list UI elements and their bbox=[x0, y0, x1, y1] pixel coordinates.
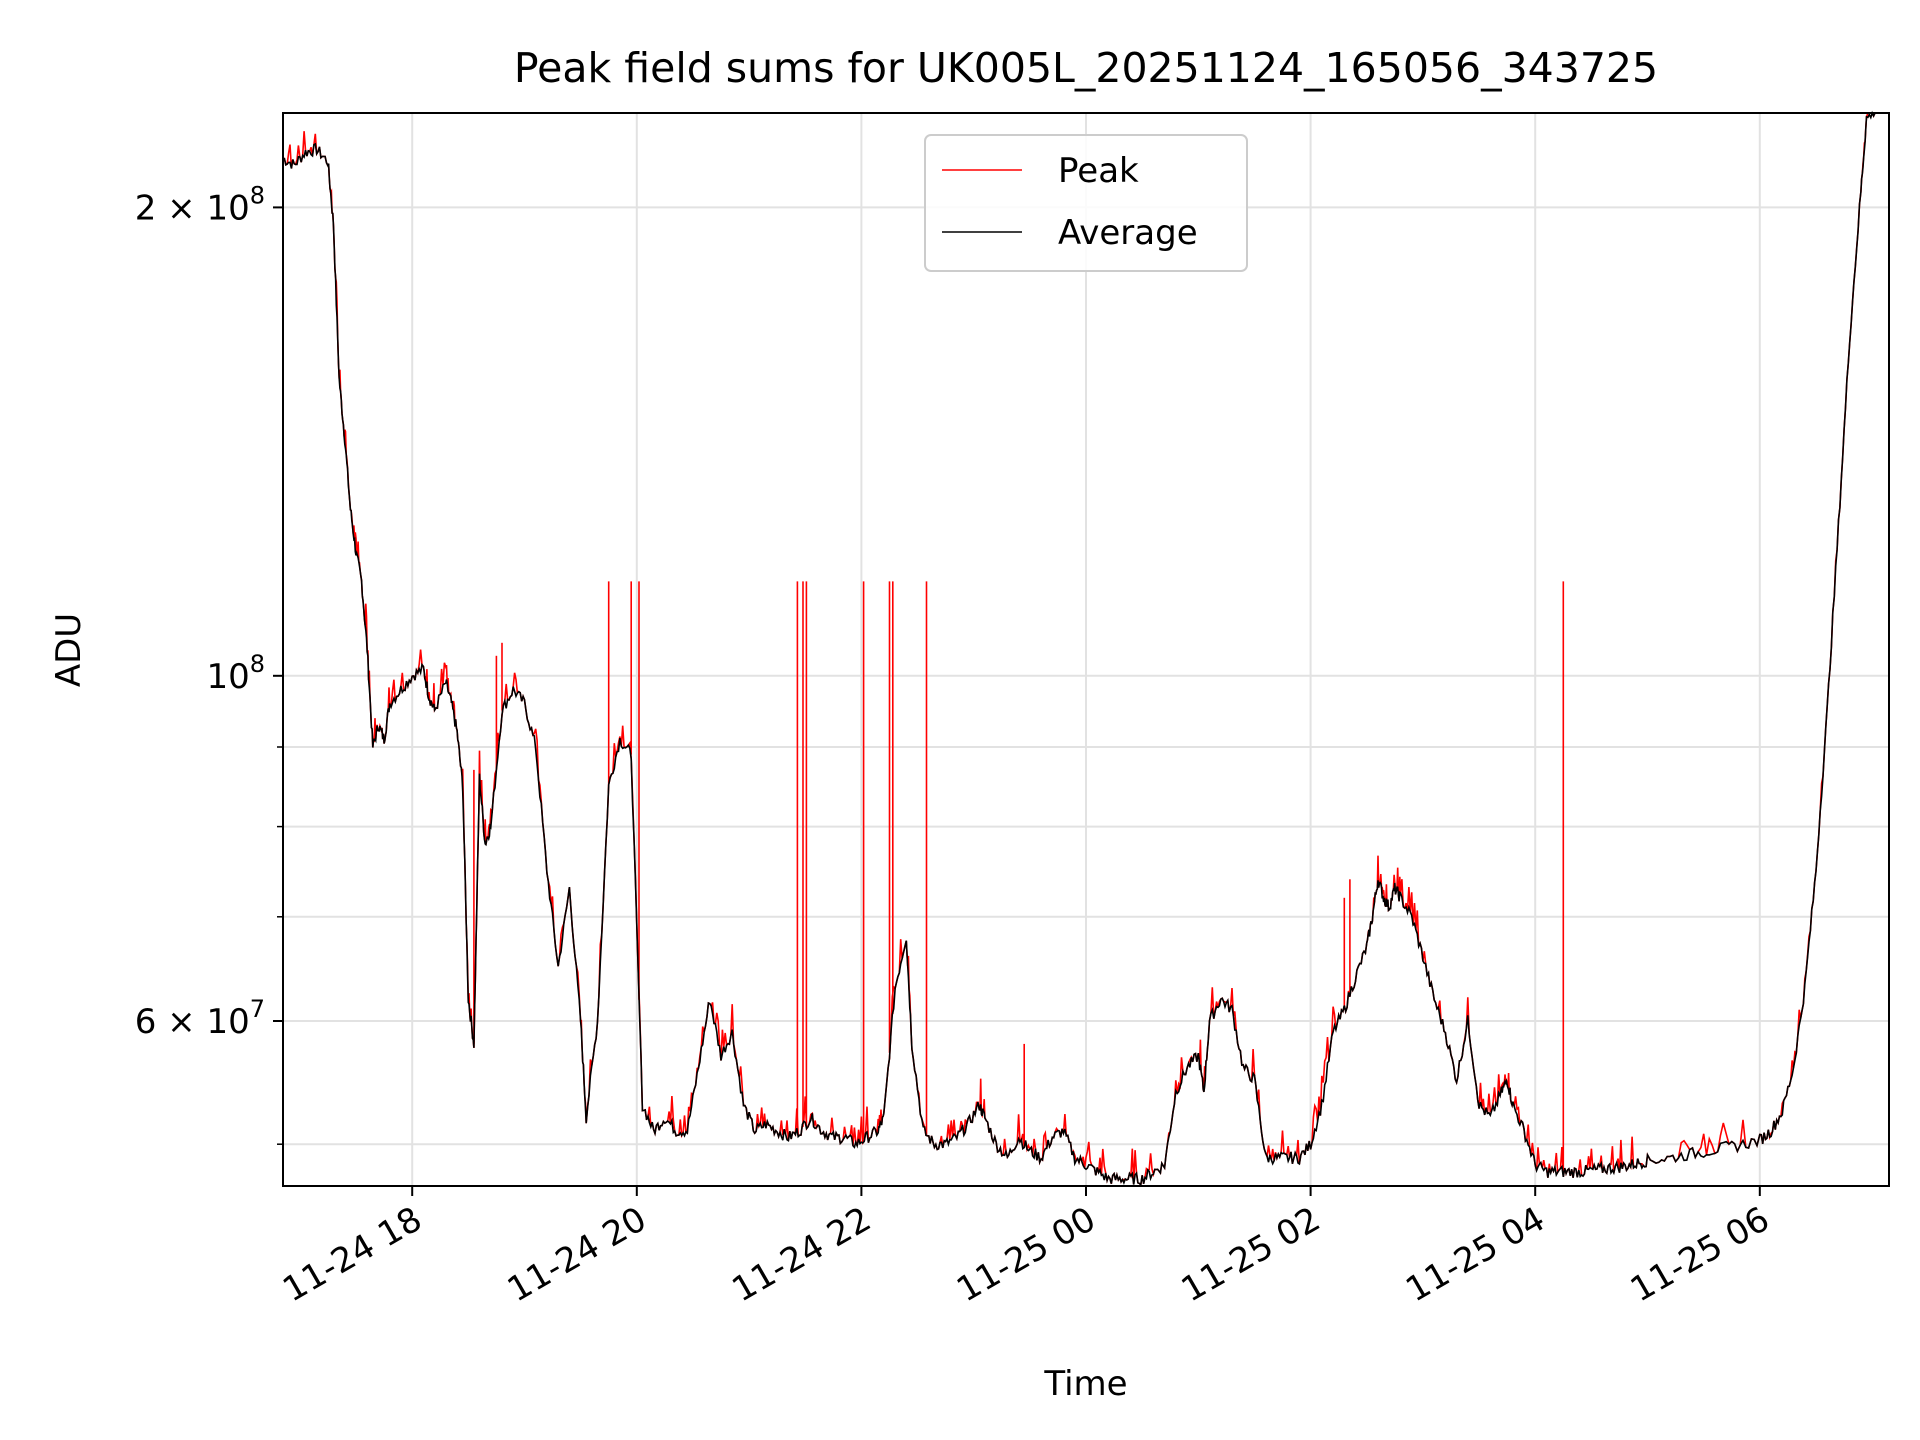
x-axis: 11-24 18 11-24 20 11-24 22 11-25 00 11-25 02… bbox=[276, 1186, 1776, 1310]
y-axis: 6 × 107 108 2 × 108 bbox=[135, 181, 283, 1145]
chart-title: Peak field sums for UK005L_20251124_1650… bbox=[514, 44, 1658, 92]
x-tick-label: 11-24 18 bbox=[276, 1199, 428, 1310]
legend: Peak Average bbox=[924, 134, 1248, 272]
x-tick-label: 11-25 02 bbox=[1175, 1199, 1327, 1310]
legend-average-label: Average bbox=[1058, 213, 1198, 253]
x-axis-label: Time bbox=[1043, 1364, 1127, 1404]
grid-lines bbox=[283, 113, 1889, 1186]
y-tick-label: 6 × 107 bbox=[135, 995, 265, 1042]
average-series bbox=[282, 110, 1889, 1187]
legend-peak-label: Peak bbox=[1058, 151, 1139, 191]
y-axis-label: ADU bbox=[49, 613, 89, 687]
x-tick-label: 11-25 06 bbox=[1624, 1199, 1776, 1310]
x-tick-label: 11-24 22 bbox=[726, 1199, 878, 1310]
x-tick-label: 11-25 04 bbox=[1399, 1199, 1551, 1310]
x-tick-label: 11-25 00 bbox=[950, 1199, 1102, 1310]
legend-box bbox=[924, 134, 1248, 272]
average-line bbox=[282, 110, 1889, 1187]
x-tick-label: 11-24 20 bbox=[501, 1199, 653, 1310]
y-tick-label: 108 bbox=[206, 650, 265, 697]
y-tick-label: 2 × 108 bbox=[135, 181, 265, 228]
